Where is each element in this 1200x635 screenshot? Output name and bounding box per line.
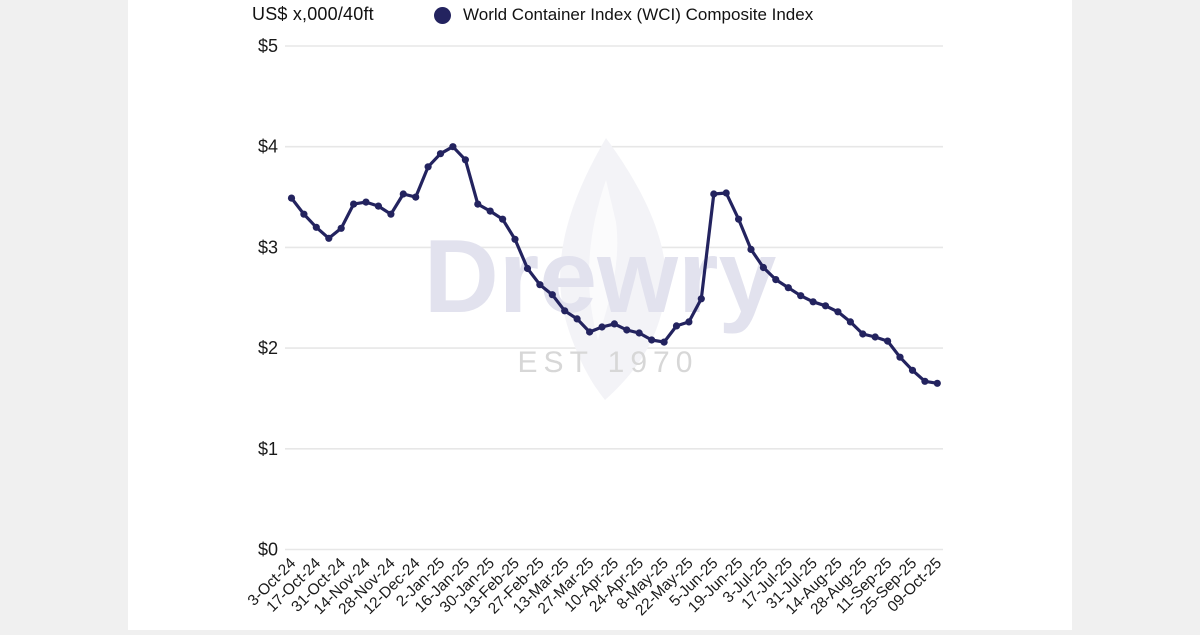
data-point (784, 284, 792, 292)
data-point (399, 190, 407, 198)
data-point (623, 326, 631, 334)
data-point (648, 336, 656, 344)
legend: World Container Index (WCI) Composite In… (434, 5, 813, 25)
y-axis-title: US$ x,000/40ft (252, 4, 374, 24)
data-point (461, 156, 469, 164)
data-point (685, 318, 693, 326)
data-point (350, 200, 358, 208)
data-point (884, 337, 892, 345)
data-point (449, 143, 457, 151)
data-point (486, 207, 494, 215)
data-point (300, 210, 308, 218)
data-point (387, 210, 395, 218)
chart-card: US$ x,000/40ft World Container Index (WC… (128, 0, 1072, 630)
data-point (871, 333, 879, 341)
data-point (586, 328, 594, 336)
data-point (921, 377, 929, 385)
data-point (325, 234, 333, 242)
data-point (896, 353, 904, 361)
data-point (933, 379, 941, 387)
data-point (573, 315, 581, 323)
data-point (908, 366, 917, 374)
data-point (511, 235, 519, 243)
data-point (759, 263, 768, 272)
data-point (747, 245, 755, 253)
data-point (697, 295, 705, 303)
y-tick-label: $5 (258, 36, 278, 56)
data-point (610, 320, 618, 328)
data-point (474, 200, 482, 208)
watermark-brand: Drewry (424, 219, 777, 335)
y-tick-label: $4 (258, 137, 278, 157)
data-point (598, 323, 606, 331)
data-point (312, 223, 320, 231)
data-point (561, 307, 569, 315)
data-point (859, 330, 867, 338)
watermark-tagline: EST 1970 (518, 346, 699, 379)
data-point (412, 193, 420, 201)
data-point (499, 215, 507, 223)
data-point (424, 163, 432, 171)
legend-label: World Container Index (WCI) Composite In… (463, 5, 814, 24)
data-point (809, 298, 817, 306)
data-point (735, 215, 743, 223)
data-point (362, 198, 370, 206)
data-point (672, 322, 681, 330)
data-point (710, 190, 718, 198)
data-point (834, 308, 842, 316)
data-point (374, 202, 382, 210)
data-point (772, 276, 780, 284)
data-point (548, 291, 556, 299)
data-point (337, 224, 345, 232)
data-point (536, 281, 544, 289)
y-tick-label: $3 (258, 237, 278, 257)
data-point (635, 329, 643, 337)
data-point (660, 338, 668, 346)
watermark-flame-inner (588, 180, 618, 340)
data-point (523, 264, 532, 273)
data-point (797, 292, 805, 300)
data-point (287, 194, 296, 202)
y-tick-label: $2 (258, 338, 278, 358)
data-point (846, 318, 855, 326)
data-point (821, 302, 830, 310)
y-tick-label: $1 (258, 439, 278, 459)
y-tick-label: $0 (258, 540, 278, 560)
data-point (436, 150, 445, 158)
legend-marker-icon (434, 6, 451, 24)
data-point (722, 189, 730, 197)
